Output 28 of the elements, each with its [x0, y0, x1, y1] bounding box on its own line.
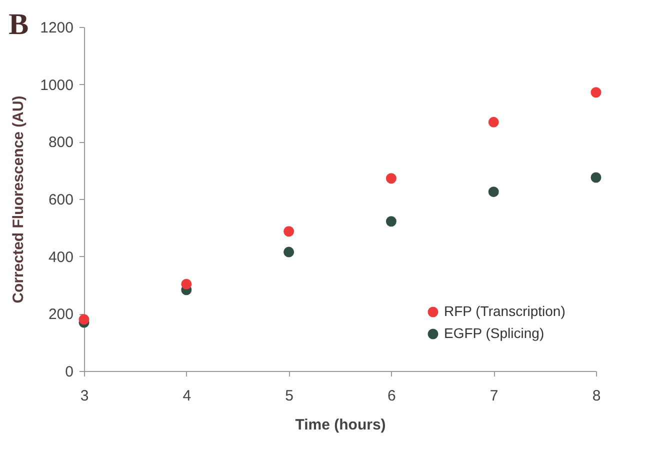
y-tick-label: 600: [48, 192, 74, 208]
point: [488, 116, 499, 128]
point: [284, 226, 294, 237]
y-tick-label: 800: [48, 134, 74, 152]
y-tick-label: 200: [48, 306, 74, 324]
x-tick-label: 8: [592, 388, 601, 404]
x-tick-label: 7: [490, 388, 498, 404]
legend-label: RFP (Transcription): [444, 303, 566, 319]
point: [488, 186, 499, 198]
x-tick-label: 3: [80, 388, 89, 404]
point: [78, 314, 90, 325]
point: [386, 216, 396, 227]
point: [590, 172, 602, 183]
point: [181, 278, 192, 290]
legend-label: EGFP (Splicing): [444, 325, 544, 341]
x-tick-label: 6: [388, 388, 396, 404]
x-axis-title: Time (hours): [295, 416, 386, 434]
y-tick-label: 1200: [40, 20, 74, 36]
chart-title: B: [8, 8, 29, 41]
y-tick-label: 400: [48, 248, 74, 266]
y-tick-label: 1000: [40, 76, 74, 94]
x-tick-label: 4: [182, 388, 192, 404]
y-tick-label: 0: [65, 364, 74, 380]
point: [386, 173, 396, 184]
y-axis-title: Corrected Fluorescence (AU): [10, 96, 28, 304]
x-tick-label: 5: [285, 388, 294, 404]
point: [284, 246, 294, 258]
point: [590, 87, 602, 98]
